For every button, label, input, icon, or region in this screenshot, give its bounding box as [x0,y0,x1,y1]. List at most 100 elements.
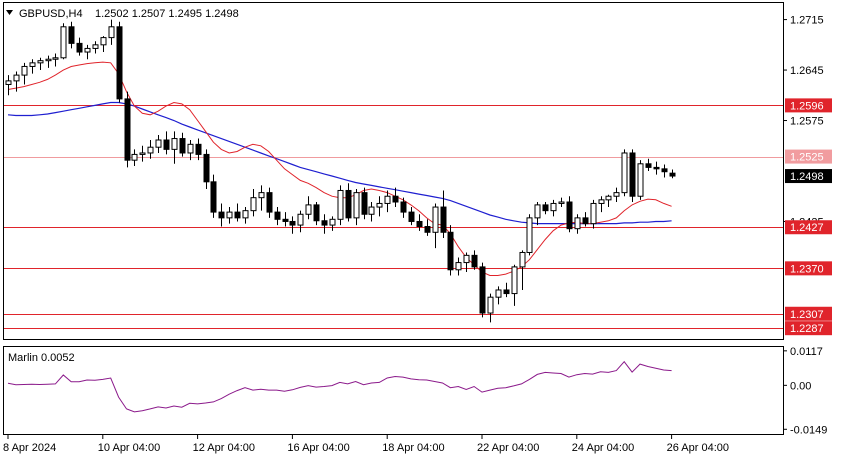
candle-bull [52,57,59,60]
candle-bear [313,204,320,222]
level-price-label: 1.2427 [790,222,824,234]
candle-bull [92,44,99,49]
horizontal-levels [4,105,783,329]
price-tick-label: 1.2715 [790,15,824,27]
candle-bear [218,211,225,219]
candle-bear [195,143,202,155]
candle-bull [305,204,312,215]
candle-bull [13,74,20,82]
candle-bull [605,195,612,201]
slow-ma-line [7,101,672,225]
level-price-label: 1.2525 [790,152,824,164]
candle-bull [574,217,581,230]
candle-bear [179,138,186,154]
current-price-label-bg [785,169,832,184]
candle-bull [155,139,162,148]
candle-bear [416,220,423,228]
candle-bull [558,201,565,204]
candle-bull [495,289,502,298]
candle-bear [289,220,296,226]
time-tick-label: 8 Apr 2024 [3,442,56,454]
time-tick-label: 16 Apr 04:00 [287,442,349,454]
oscillator-axis: 0.0117 0.00 -0.0149 [783,346,827,436]
candle-bear [124,98,131,161]
current-price-label: 1.2498 [790,171,824,183]
candle-bear [645,163,652,168]
candle-bull [353,192,360,219]
level-price-label: 1.2287 [790,323,824,335]
fast-ma-layer [7,61,672,276]
indicator-frame [3,346,784,435]
osc-tick-label: 0.0117 [790,346,823,358]
candle-bear [629,152,636,197]
candle-bull [100,37,107,46]
candle-bull [519,251,526,268]
candle-bull [45,58,52,62]
level-price-label: 1.2307 [790,309,824,321]
candle-bull [187,143,194,154]
candle-bull [21,65,28,76]
time-tick-label: 22 Apr 04:00 [477,442,539,454]
candle-bear [582,217,589,225]
candle-bear [408,211,415,222]
candle-bull [613,192,620,197]
level-price-label-bg [785,306,832,321]
candle-bull [526,217,533,253]
candle-bear [447,231,454,271]
main-chart-frame [3,2,784,340]
oscillator-layer [7,360,672,413]
candle-bear [669,172,676,177]
marlin-line [7,360,672,413]
candle-bear [479,266,486,314]
candle-bear [163,139,170,150]
candle-bear [361,192,368,215]
candle-bear [440,206,447,233]
candle-bear [282,218,289,222]
candle-bear [116,26,123,100]
candle-bull [147,146,154,154]
candle-bull [139,152,146,155]
candle-bear [566,201,573,230]
candle-bull [60,26,67,59]
time-tick-label: 24 Apr 04:00 [572,442,634,454]
candle-bull [455,262,462,271]
level-price-label-bg [785,220,832,235]
candle-bear [76,42,83,53]
price-axis: 1.27151.26451.25751.24351.25961.25251.24… [783,15,832,336]
candle-bear [203,153,210,183]
candle-bull [368,206,375,215]
candle-bull [297,213,304,226]
osc-tick-label: 0.00 [790,380,811,392]
level-price-label-bg [785,149,832,164]
candle-bear [321,220,328,226]
candle-bear [266,192,273,213]
time-tick-label: 10 Apr 04:00 [98,442,160,454]
candle-bear [345,189,352,219]
time-tick-label: 12 Apr 04:00 [193,442,255,454]
candle-bull [337,189,344,220]
candle-bear [424,226,431,233]
candle-bear [234,211,241,219]
candle-bull [550,202,557,212]
candle-bear [503,289,510,295]
candle-bull [621,152,628,194]
time-axis: 8 Apr 2024 10 Apr 04:00 12 Apr 04:00 16 Apr… [3,435,729,454]
candle-bull [250,197,257,212]
candle-bull [108,26,115,39]
fast-ma-line [7,61,672,276]
candle-bear [653,166,660,170]
candle-bull [590,202,597,225]
collapse-triangle-icon[interactable] [6,10,13,15]
price-tick-label: 1.2575 [790,116,824,128]
candle-bear [400,201,407,213]
symbol-timeframe: GBPUSD,H4 [19,8,83,20]
candle-bull [226,211,233,219]
candle-bull [5,80,12,85]
candle-bull [376,202,383,208]
candle-bear [68,26,75,44]
price-tick-label: 1.2645 [790,65,824,77]
candle-bear [471,254,478,268]
candle-bull [384,195,391,204]
